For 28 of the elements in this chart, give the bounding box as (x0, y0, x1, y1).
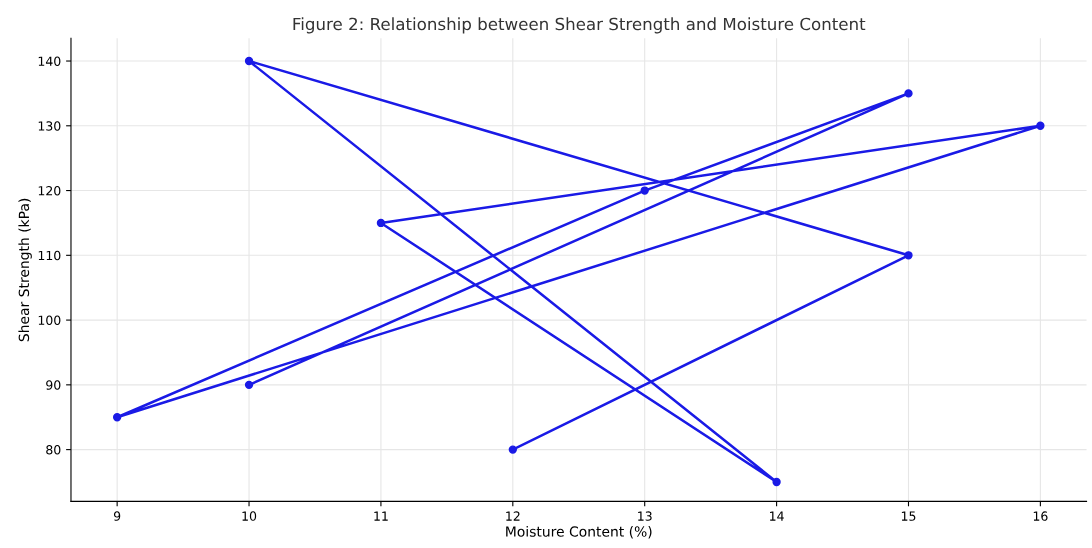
y-tick-label: 100 (38, 315, 61, 326)
y-tick-label: 140 (38, 56, 61, 66)
y-tick-label: 90 (46, 380, 61, 390)
chart-title: Figure 2: Relationship between Shear Strength and Moisture Content (293, 17, 866, 34)
point (640, 186, 649, 195)
point (112, 413, 122, 422)
x-tick-label: 13 (638, 511, 652, 521)
x-tick-label: 12 (506, 511, 520, 521)
x-tick-label: 9 (113, 511, 121, 521)
y-tick-label: 80 (46, 445, 61, 455)
x-tick-label: 11 (374, 511, 388, 521)
point (772, 477, 781, 487)
y-tick-label: 110 (38, 250, 61, 261)
point (508, 445, 517, 454)
x-axis-title: Moisture Content (%) (506, 526, 652, 539)
x-tick-label: 16 (1033, 511, 1048, 521)
x-tick-label: 15 (901, 511, 916, 521)
point (904, 251, 913, 260)
point (244, 56, 254, 66)
y-tick-label: 130 (38, 121, 61, 131)
point (376, 218, 386, 228)
point (904, 89, 913, 98)
x-tick-label: 10 (242, 511, 257, 521)
x-tick-label: 14 (770, 511, 784, 521)
point (244, 380, 254, 390)
point (1036, 121, 1045, 130)
y-tick-label: 120 (38, 186, 61, 196)
y-axis-title: Shear Strength (kPa) (18, 198, 32, 342)
